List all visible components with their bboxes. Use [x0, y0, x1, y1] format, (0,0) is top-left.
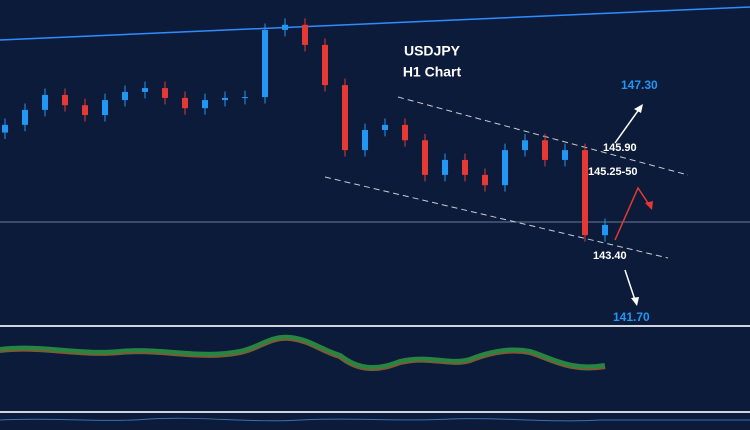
candle-body	[322, 44, 328, 86]
arrow-head	[645, 201, 653, 210]
candle-body	[262, 29, 268, 98]
candle-body	[362, 130, 368, 151]
annotation: 145.90	[603, 142, 637, 154]
annotation: 145.25-50	[588, 166, 638, 178]
signal-line	[0, 339, 606, 371]
arrow	[624, 269, 636, 301]
candles	[2, 18, 608, 242]
channel-line	[324, 176, 669, 259]
candle-body	[442, 159, 448, 175]
candle-body	[382, 124, 388, 130]
candle-body	[82, 105, 88, 116]
annotation: 147.30	[621, 78, 658, 92]
candle-body	[182, 97, 188, 109]
annotation: 141.70	[613, 310, 650, 324]
arrow	[614, 186, 651, 241]
candle-body	[462, 159, 468, 175]
candle-body	[422, 140, 428, 175]
arrow-head	[634, 104, 643, 113]
candle-body	[282, 24, 288, 30]
candle-body	[582, 150, 588, 236]
arrow-head	[631, 297, 639, 306]
candle-body	[102, 100, 108, 116]
arrow	[614, 107, 641, 144]
candle-body	[202, 100, 208, 109]
candle-body	[562, 150, 568, 160]
candle-body	[502, 150, 508, 186]
candle-body	[62, 94, 68, 106]
candle-body	[2, 124, 8, 133]
candle-body	[42, 94, 48, 110]
candle-body	[122, 91, 128, 101]
candle-body	[482, 174, 488, 186]
chart-title: USDJPY	[404, 43, 461, 59]
trend-line	[0, 6, 750, 41]
arrows	[614, 104, 653, 306]
candle-body	[302, 24, 308, 45]
channel-line	[397, 96, 689, 176]
candle-body	[602, 224, 608, 236]
candle-body	[22, 109, 28, 125]
candle-body	[342, 85, 348, 151]
candle-body	[542, 140, 548, 160]
annotation: 143.40	[593, 250, 627, 262]
candle-body	[162, 88, 168, 98]
candle-body	[142, 88, 148, 92]
candle-body	[242, 97, 248, 99]
oscillator	[0, 334, 606, 372]
chart-subtitle: H1 Chart	[403, 64, 462, 80]
candle-body	[222, 97, 228, 101]
candle-body	[522, 140, 528, 151]
candle-body	[402, 124, 408, 141]
lower-indicator	[0, 417, 750, 422]
